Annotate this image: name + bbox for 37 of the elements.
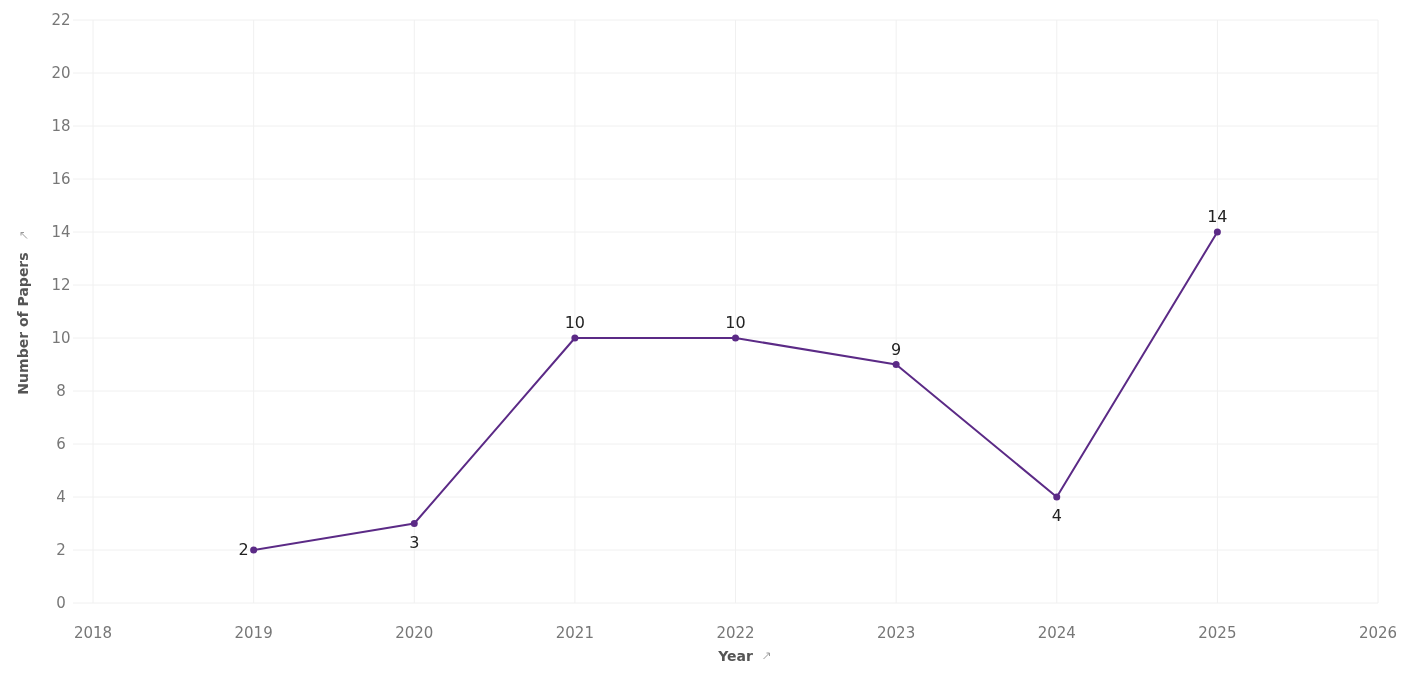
data-label: 4 [1051, 506, 1062, 525]
data-label: 10 [564, 313, 586, 332]
x-tick-label: 2019 [234, 624, 273, 642]
y-tick-label: 8 [56, 382, 66, 400]
point [250, 546, 258, 554]
x-tick-label: 2023 [877, 624, 916, 642]
y-tick-label: 4 [56, 488, 66, 506]
y-tick-label: 16 [51, 170, 71, 188]
y-tick-label: 6 [56, 435, 66, 453]
data-label: 14 [1207, 207, 1228, 226]
data-label: 10 [725, 313, 746, 332]
data-label: 3 [409, 532, 420, 552]
point [410, 520, 418, 527]
x-tick-label: 2022 [716, 624, 755, 642]
x-tick-label: 2021 [555, 624, 594, 642]
x-tick-label: 2024 [1037, 624, 1076, 642]
point [732, 334, 739, 342]
data-label: 2 [238, 540, 249, 559]
data-label: 9 [891, 339, 902, 359]
x-axis-title: Year [717, 648, 753, 664]
point [571, 334, 579, 342]
y-axis-title: Number of Papers [15, 252, 31, 395]
y-tick-label: 10 [51, 329, 71, 347]
point [1053, 493, 1061, 501]
y-tick-label: 2 [56, 541, 66, 559]
y-tick-label: 0 [56, 594, 66, 612]
y-tick-label: 18 [51, 117, 71, 135]
point [892, 361, 900, 368]
y-tick-label: 12 [51, 276, 71, 294]
point [1213, 228, 1221, 236]
x-tick-label: 2026 [1358, 624, 1398, 642]
x-tick-label: 2020 [395, 624, 434, 642]
x-tick-label: 2018 [73, 624, 113, 642]
x-tick-label: 2025 [1198, 624, 1237, 642]
y-tick-label: 20 [51, 64, 71, 82]
y-tick-label: 14 [51, 223, 71, 241]
y-tick-label: 22 [51, 11, 71, 29]
